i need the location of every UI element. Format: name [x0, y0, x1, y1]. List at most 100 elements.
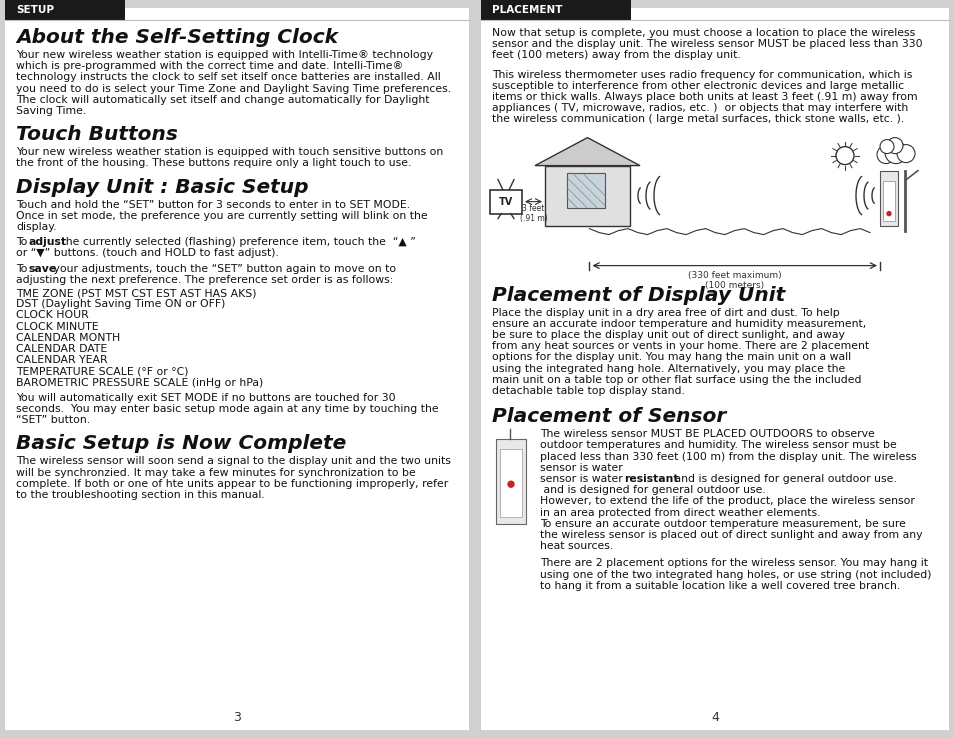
Text: to hang it from a suitable location like a well covered tree branch.: to hang it from a suitable location like… [539, 581, 900, 591]
Bar [544, 165, 629, 226]
Text: the wireless communication ( large metal surfaces, thick stone walls, etc. ).: the wireless communication ( large metal… [492, 114, 903, 125]
Text: appliances ( TV, microwave, radios, etc. )  or objects that may interfere with: appliances ( TV, microwave, radios, etc.… [492, 103, 907, 113]
Text: Placement of Display Unit: Placement of Display Unit [492, 286, 784, 305]
Text: or “▼” buttons. (touch and HOLD to fast adjust).: or “▼” buttons. (touch and HOLD to fast … [16, 249, 278, 258]
Text: which is pre-programmed with the correct time and date. Intelli-Time®: which is pre-programmed with the correct… [16, 61, 403, 71]
Text: susceptible to interference from other electronic devices and large metallic: susceptible to interference from other e… [492, 80, 903, 91]
Text: The clock will automatically set itself and change automatically for Daylight: The clock will automatically set itself … [16, 94, 429, 105]
Text: (330 feet maximum)
(100 meters): (330 feet maximum) (100 meters) [687, 271, 781, 290]
Circle shape [507, 481, 514, 487]
Polygon shape [535, 137, 639, 165]
Text: the front of the housing. These buttons require only a light touch to use.: the front of the housing. These buttons … [16, 159, 411, 168]
Text: CALENDAR MONTH: CALENDAR MONTH [16, 333, 120, 342]
Text: detachable table top display stand.: detachable table top display stand. [492, 386, 684, 396]
Text: 3: 3 [233, 711, 241, 724]
Circle shape [896, 145, 914, 162]
Bar [5, 8, 469, 730]
Text: Once in set mode, the preference you are currently setting will blink on the: Once in set mode, the preference you are… [16, 211, 427, 221]
Text: complete. If both or one of hte units appear to be functioning improperly, refer: complete. If both or one of hte units ap… [16, 479, 448, 489]
Text: Touch Buttons: Touch Buttons [16, 125, 177, 144]
Text: “SET” button.: “SET” button. [16, 415, 90, 425]
Bar [879, 170, 897, 226]
Text: sensor is water: sensor is water [539, 463, 625, 473]
Text: SETUP: SETUP [16, 5, 54, 15]
Bar [882, 181, 894, 221]
Text: options for the display unit. You may hang the main unit on a wall: options for the display unit. You may ha… [492, 353, 850, 362]
Circle shape [879, 139, 893, 154]
Text: To ensure an accurate outdoor temperature measurement, be sure: To ensure an accurate outdoor temperatur… [539, 519, 905, 529]
Text: you need to do is select your Time Zone and Daylight Saving Time preferences.: you need to do is select your Time Zone … [16, 83, 451, 94]
Text: Basic Setup is Now Complete: Basic Setup is Now Complete [16, 435, 346, 453]
Circle shape [876, 145, 894, 164]
Text: sensor and the display unit. The wireless sensor MUST be placed less than 330: sensor and the display unit. The wireles… [492, 39, 922, 49]
Text: Your new wireless weather station is equipped with touch sensitive buttons on: Your new wireless weather station is equ… [16, 147, 443, 157]
Text: adjust: adjust [29, 237, 67, 247]
Text: save: save [29, 263, 57, 274]
Text: placed less than 330 feet (100 m) from the display unit. The wireless: placed less than 330 feet (100 m) from t… [539, 452, 916, 461]
Bar [5, 0, 125, 20]
Text: Now that setup is complete, you must choose a location to place the wireless: Now that setup is complete, you must cho… [492, 28, 914, 38]
Text: Display Unit : Basic Setup: Display Unit : Basic Setup [16, 178, 308, 196]
Circle shape [884, 142, 906, 164]
Text: CLOCK HOUR: CLOCK HOUR [16, 311, 89, 320]
Circle shape [886, 212, 890, 215]
Text: TME ZONE (PST MST CST EST AST HAS AKS): TME ZONE (PST MST CST EST AST HAS AKS) [16, 288, 256, 298]
Text: the wireless sensor is placed out of direct sunlight and away from any: the wireless sensor is placed out of dir… [539, 530, 922, 540]
Text: 4: 4 [710, 711, 719, 724]
Text: be sure to place the display unit out of direct sunlight, and away: be sure to place the display unit out of… [492, 330, 844, 340]
Text: However, to extend the life of the product, place the wireless sensor: However, to extend the life of the produ… [539, 497, 914, 506]
Text: sensor is water: sensor is water [539, 474, 625, 484]
Text: The wireless sensor MUST BE PLACED OUTDOORS to observe: The wireless sensor MUST BE PLACED OUTDO… [539, 430, 874, 439]
Text: adjusting the next preference. The preference set order is as follows:: adjusting the next preference. The prefe… [16, 275, 393, 285]
Text: Place the display unit in a dry area free of dirt and dust. To help: Place the display unit in a dry area fre… [492, 308, 839, 317]
Text: The wireless sensor will soon send a signal to the display unit and the two unit: The wireless sensor will soon send a sig… [16, 456, 451, 466]
Text: in an area protected from direct weather elements.: in an area protected from direct weather… [539, 508, 820, 517]
Text: the currently selected (flashing) preference item, touch the  “▲ ”: the currently selected (flashing) prefer… [58, 237, 416, 247]
Text: TEMPERATURE SCALE (°F or °C): TEMPERATURE SCALE (°F or °C) [16, 366, 189, 376]
Text: and is designed for general outdoor use.: and is designed for general outdoor use. [670, 474, 896, 484]
Text: your adjustments, touch the “SET” button again to move on to: your adjustments, touch the “SET” button… [50, 263, 395, 274]
Bar [566, 173, 604, 207]
Text: DST (Daylight Saving Time ON or OFF): DST (Daylight Saving Time ON or OFF) [16, 299, 225, 309]
Bar [490, 190, 521, 213]
Text: resistant: resistant [623, 474, 678, 484]
Text: About the Self-Setting Clock: About the Self-Setting Clock [16, 28, 337, 47]
Text: Placement of Sensor: Placement of Sensor [492, 407, 725, 427]
Text: CLOCK MINUTE: CLOCK MINUTE [16, 322, 98, 331]
Bar [496, 439, 525, 524]
Bar [480, 8, 948, 730]
Text: from any heat sources or vents in your home. There are 2 placement: from any heat sources or vents in your h… [492, 341, 868, 351]
Text: seconds.  You may enter basic setup mode again at any time by touching the: seconds. You may enter basic setup mode … [16, 404, 438, 414]
Text: CALENDAR DATE: CALENDAR DATE [16, 344, 107, 354]
Text: and is designed for general outdoor use.: and is designed for general outdoor use. [539, 485, 765, 495]
Text: feet (100 meters) away from the display unit.: feet (100 meters) away from the display … [492, 50, 740, 61]
Bar [480, 0, 630, 20]
Text: Your new wireless weather station is equipped with Intelli-Time® technology: Your new wireless weather station is equ… [16, 50, 433, 60]
Text: outdoor temperatures and humidity. The wireless sensor must be: outdoor temperatures and humidity. The w… [539, 441, 896, 450]
Text: BAROMETRIC PRESSURE SCALE (inHg or hPa): BAROMETRIC PRESSURE SCALE (inHg or hPa) [16, 378, 263, 387]
Circle shape [886, 137, 902, 154]
Text: display.: display. [16, 222, 56, 232]
Text: CALENDAR YEAR: CALENDAR YEAR [16, 355, 108, 365]
Text: ensure an accurate indoor temperature and humidity measurement,: ensure an accurate indoor temperature an… [492, 319, 865, 329]
Text: heat sources.: heat sources. [539, 541, 613, 551]
Text: using the integrated hang hole. Alternatively, you may place the: using the integrated hang hole. Alternat… [492, 364, 844, 373]
Text: Touch and hold the “SET” button for 3 seconds to enter in to SET MODE.: Touch and hold the “SET” button for 3 se… [16, 199, 410, 210]
Text: items or thick walls. Always place both units at least 3 feet (.91 m) away from: items or thick walls. Always place both … [492, 92, 917, 102]
Text: There are 2 placement options for the wireless sensor. You may hang it: There are 2 placement options for the wi… [539, 559, 927, 568]
Text: PLACEMENT: PLACEMENT [492, 5, 562, 15]
Text: main unit on a table top or other flat surface using the the included: main unit on a table top or other flat s… [492, 375, 861, 384]
Text: using one of the two integrated hang holes, or use string (not included): using one of the two integrated hang hol… [539, 570, 930, 579]
Text: To: To [16, 263, 30, 274]
Text: will be synchronzied. It may take a few minutes for synchronization to be: will be synchronzied. It may take a few … [16, 468, 416, 477]
Text: This wireless thermometer uses radio frequency for communication, which is: This wireless thermometer uses radio fre… [492, 69, 911, 80]
Text: Saving Time.: Saving Time. [16, 106, 86, 116]
Text: TV: TV [498, 196, 513, 207]
Text: technology instructs the clock to self set itself once batteries are installed. : technology instructs the clock to self s… [16, 72, 440, 83]
Text: To: To [16, 237, 30, 247]
Text: to the troubleshooting section in this manual.: to the troubleshooting section in this m… [16, 490, 265, 500]
Text: 3 feet
(.91 m): 3 feet (.91 m) [519, 204, 547, 223]
Text: You will automatically exit SET MODE if no buttons are touched for 30: You will automatically exit SET MODE if … [16, 393, 395, 403]
Bar [499, 449, 521, 517]
Circle shape [835, 147, 853, 165]
